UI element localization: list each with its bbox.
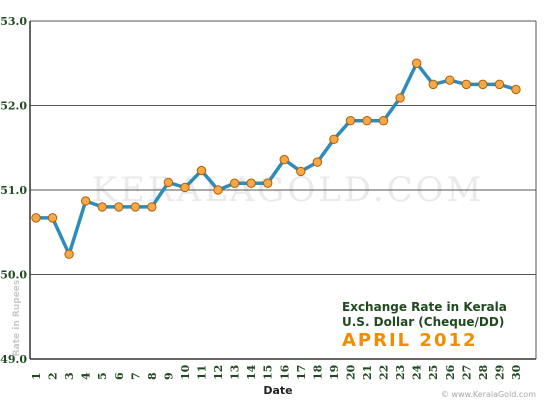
x-tick-label: 1 bbox=[30, 372, 43, 380]
data-point bbox=[395, 93, 405, 103]
x-tick-label: 2 bbox=[47, 372, 60, 380]
data-point bbox=[97, 202, 107, 212]
series-line bbox=[34, 61, 518, 256]
y-tick-label: 53.0 bbox=[0, 15, 27, 28]
data-point bbox=[445, 75, 455, 85]
x-tick-label: 29 bbox=[493, 365, 506, 380]
x-tick-label: 8 bbox=[146, 372, 159, 380]
x-axis-title: Date bbox=[263, 384, 292, 397]
data-point bbox=[163, 177, 174, 188]
data-markers bbox=[31, 58, 521, 259]
data-point bbox=[461, 79, 471, 90]
data-point bbox=[114, 202, 124, 212]
data-point bbox=[312, 157, 323, 167]
chart-title: Exchange Rate in Kerala bbox=[342, 300, 507, 314]
x-tick-label: 4 bbox=[80, 372, 93, 380]
data-point bbox=[428, 79, 438, 90]
credit-text: © www.KeralaGold.com bbox=[441, 390, 536, 399]
data-point bbox=[378, 116, 389, 126]
x-tick-label: 17 bbox=[295, 365, 308, 380]
x-tick-label: 27 bbox=[460, 365, 473, 380]
x-tick-label: 18 bbox=[311, 364, 324, 380]
data-point bbox=[130, 202, 141, 212]
x-tick-label: 10 bbox=[179, 364, 192, 380]
x-tick-label: 22 bbox=[378, 365, 391, 380]
x-tick-label: 16 bbox=[278, 364, 291, 380]
data-point bbox=[213, 185, 223, 195]
x-tick-labels: 1 2 3 4 5 6 7 8 9 10 11 12 13 14 15 16 17 18 19 20 21 22 23 24 2… bbox=[30, 364, 523, 380]
data-point bbox=[362, 116, 372, 126]
data-point bbox=[263, 178, 273, 188]
y-tick-labels: 49.0 50.0 51.0 52.0 53.0 bbox=[0, 15, 27, 366]
data-point bbox=[80, 196, 91, 206]
data-point bbox=[279, 154, 289, 165]
x-tick-label: 5 bbox=[96, 372, 109, 380]
grid-lines bbox=[30, 20, 537, 359]
data-point bbox=[180, 182, 190, 193]
y-tick-label: 52.0 bbox=[0, 100, 27, 113]
x-tick-label: 9 bbox=[162, 372, 175, 380]
data-point bbox=[411, 58, 422, 68]
y-tick-label: 49.0 bbox=[0, 353, 27, 366]
chart-period: APRIL 2012 bbox=[342, 330, 478, 351]
data-point bbox=[31, 213, 41, 223]
x-tick-label: 13 bbox=[229, 365, 242, 380]
y-tick-label: 50.0 bbox=[0, 269, 27, 282]
x-tick-label: 12 bbox=[212, 365, 225, 380]
x-tick-label: 11 bbox=[196, 365, 209, 380]
data-point bbox=[345, 116, 356, 126]
x-tick-label: 21 bbox=[361, 365, 374, 380]
data-point bbox=[246, 178, 256, 188]
x-tick-label: 20 bbox=[344, 364, 357, 380]
x-tick-label: 30 bbox=[510, 364, 523, 380]
x-tick-label: 28 bbox=[477, 364, 490, 380]
x-tick-label: 26 bbox=[444, 364, 457, 380]
data-point bbox=[494, 79, 505, 90]
x-tick-label: 3 bbox=[63, 372, 76, 380]
x-tick-label: 23 bbox=[394, 365, 407, 380]
data-point bbox=[511, 84, 521, 95]
x-tick-label: 7 bbox=[129, 372, 142, 380]
data-point bbox=[64, 249, 74, 259]
x-tick-label: 19 bbox=[328, 365, 341, 380]
data-point bbox=[196, 165, 207, 176]
data-point bbox=[229, 178, 240, 188]
data-point bbox=[47, 213, 58, 223]
x-tick-label: 6 bbox=[113, 372, 126, 380]
x-tick-label: 24 bbox=[411, 364, 424, 380]
x-tick-label: 25 bbox=[427, 365, 440, 380]
y-tick-label: 51.0 bbox=[0, 184, 27, 197]
x-tick-label: 15 bbox=[262, 365, 275, 380]
chart-caption: Exchange Rate in Kerala U.S. Dollar (Che… bbox=[342, 300, 522, 352]
y-axis-title: Rate in Rupees bbox=[12, 280, 22, 357]
chart-subtitle: U.S. Dollar (Cheque/DD) bbox=[342, 315, 505, 329]
data-point bbox=[329, 134, 339, 145]
data-point bbox=[478, 79, 488, 90]
x-tick-label: 14 bbox=[245, 364, 258, 380]
data-point bbox=[147, 202, 157, 212]
data-point bbox=[296, 166, 306, 177]
